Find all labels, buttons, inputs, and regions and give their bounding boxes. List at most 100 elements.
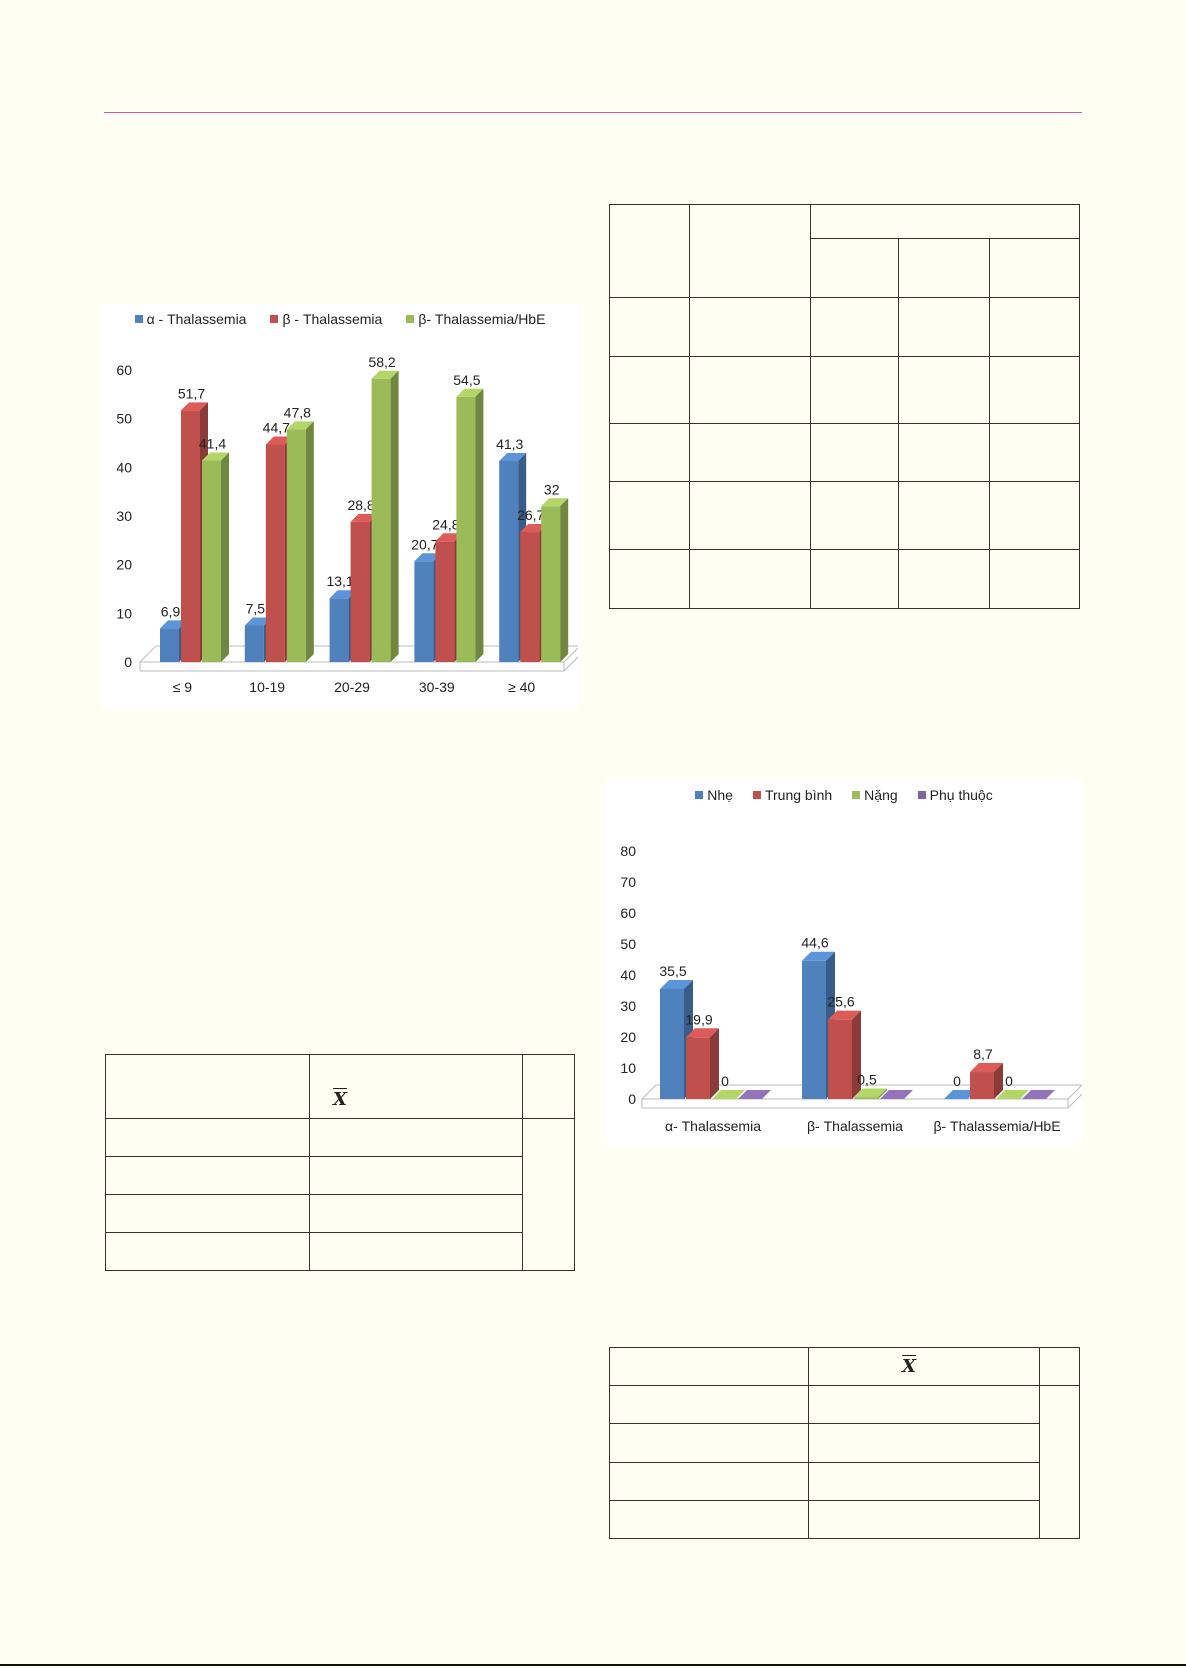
bar-front [456, 396, 476, 662]
data-label: 13,1 [326, 573, 353, 589]
bar [738, 1090, 771, 1099]
table-cell [810, 356, 899, 424]
y-tick-label: 50 [116, 411, 132, 427]
bar-front [414, 561, 434, 662]
table-cell [689, 549, 811, 609]
data-label: 6,9 [161, 603, 181, 619]
data-label: 51,7 [178, 385, 205, 401]
bar-top [880, 1090, 913, 1099]
bar-top [996, 1090, 1029, 1099]
table-cell [689, 356, 811, 424]
table-cell [898, 549, 990, 609]
bar-front [686, 1037, 710, 1099]
data-table-bottom-left: X [105, 1054, 575, 1271]
data-label: 7,5 [246, 601, 266, 617]
table-cell [689, 423, 811, 482]
bar-top [286, 421, 314, 430]
table-cell [989, 238, 1080, 298]
y-tick-label: 0 [628, 1091, 636, 1107]
floor-edge [563, 656, 578, 672]
legend-item: Trung bình [752, 787, 832, 803]
data-table-top-right [609, 204, 1080, 609]
bar [541, 498, 569, 662]
legend-label: β- Thalassemia/HbE [418, 311, 546, 327]
footer-rule [0, 1664, 1186, 1666]
bar-top [350, 513, 378, 522]
table-cell [609, 297, 690, 357]
legend-swatch-icon [134, 315, 143, 323]
table-cell [898, 481, 990, 550]
age-group-chart: α - Thalassemia β - Thalassemia β- Thala… [102, 303, 578, 709]
data-label: 47,8 [284, 404, 311, 420]
bar-top [456, 388, 484, 397]
data-label: 28,8 [347, 497, 374, 513]
bar-top [371, 370, 399, 379]
y-tick-label: 40 [116, 459, 132, 475]
legend-label: Nhẹ [707, 787, 733, 803]
table-cell [105, 1232, 310, 1271]
y-tick-label: 80 [620, 843, 636, 859]
y-tick-label: 60 [620, 905, 636, 921]
table-cell [810, 481, 899, 550]
data-label: 26,7 [517, 507, 544, 523]
bar-side [305, 421, 314, 662]
x-category-label: 10-19 [249, 679, 285, 695]
table-cell [989, 481, 1080, 550]
legend-item: β- Thalassemia/HbE [406, 311, 545, 327]
bar-top [202, 452, 229, 461]
data-label: 44,6 [801, 935, 828, 951]
legend-item: β - Thalassemia [270, 311, 382, 327]
bar [686, 1028, 719, 1099]
table-cell [810, 204, 1080, 239]
chart-legend: α - Thalassemia β - Thalassemia β- Thala… [102, 311, 578, 327]
bar [880, 1090, 913, 1099]
y-tick-label: 30 [116, 508, 132, 524]
bar-front [854, 1097, 878, 1099]
bar-top [181, 402, 208, 411]
table-cell [808, 1500, 1040, 1539]
bar [944, 1090, 977, 1099]
table-cell [989, 356, 1080, 424]
legend-item: Nặng [852, 787, 898, 803]
header-rule [104, 112, 1082, 113]
table-cell [609, 549, 690, 609]
x-category-label: ≥ 40 [508, 679, 535, 695]
x-category-label: β- Thalassemia [807, 1118, 903, 1134]
bar-top [414, 553, 442, 562]
table-cell [898, 297, 990, 357]
y-tick-label: 50 [620, 936, 636, 952]
data-label: 32 [544, 481, 560, 497]
table-cell [105, 1194, 310, 1233]
bar-front [802, 960, 826, 1099]
table-cell [309, 1118, 523, 1157]
table-cell [309, 1156, 523, 1195]
table-cell [609, 1347, 809, 1386]
table-cell [810, 549, 899, 609]
table-cell [522, 1054, 575, 1119]
legend-item: Phụ thuộc [917, 787, 993, 803]
bar-front [244, 625, 264, 662]
table-cell [989, 297, 1080, 357]
bar-side [560, 498, 569, 662]
bar-front [329, 598, 349, 662]
bar-front [350, 521, 370, 662]
y-tick-label: 70 [620, 874, 636, 890]
bar-front [828, 1019, 852, 1099]
bar-top [160, 620, 187, 629]
y-tick-label: 10 [620, 1060, 636, 1076]
y-tick-label: 0 [124, 654, 132, 670]
legend-swatch-icon [752, 791, 761, 799]
bar [1022, 1090, 1055, 1099]
data-label: 0 [1005, 1073, 1013, 1089]
bar-top [541, 498, 569, 507]
bar-front [541, 506, 561, 662]
bar-side [221, 452, 229, 662]
table-cell [609, 356, 690, 424]
table-cell [609, 481, 690, 550]
bar [854, 1088, 887, 1099]
table-cell [689, 481, 811, 550]
bar-front [970, 1072, 994, 1099]
bar-side [878, 1088, 887, 1099]
legend-label: β - Thalassemia [282, 311, 383, 327]
bar-front [286, 429, 306, 662]
